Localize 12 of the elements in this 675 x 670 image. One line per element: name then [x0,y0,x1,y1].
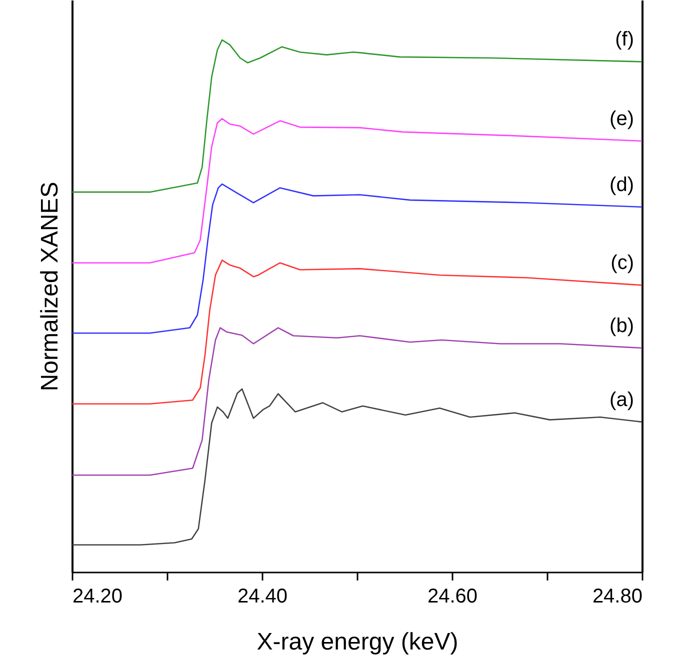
series-label: (b) [610,314,634,337]
series-label: (d) [610,174,634,196]
y-axis-title: Normalized XANES [36,182,64,392]
series-label: (a) [610,388,634,411]
x-axis-title: X-ray energy (keV) [256,628,458,656]
series-label: (f) [615,28,634,51]
series-label: (c) [610,252,634,274]
x-tick-label: 24.40 [237,586,288,608]
x-tick-label: 24.20 [72,586,123,608]
series-label: (e) [610,108,634,130]
x-tick-label: 24.80 [592,586,642,608]
x-tick-label: 24.60 [427,586,478,608]
